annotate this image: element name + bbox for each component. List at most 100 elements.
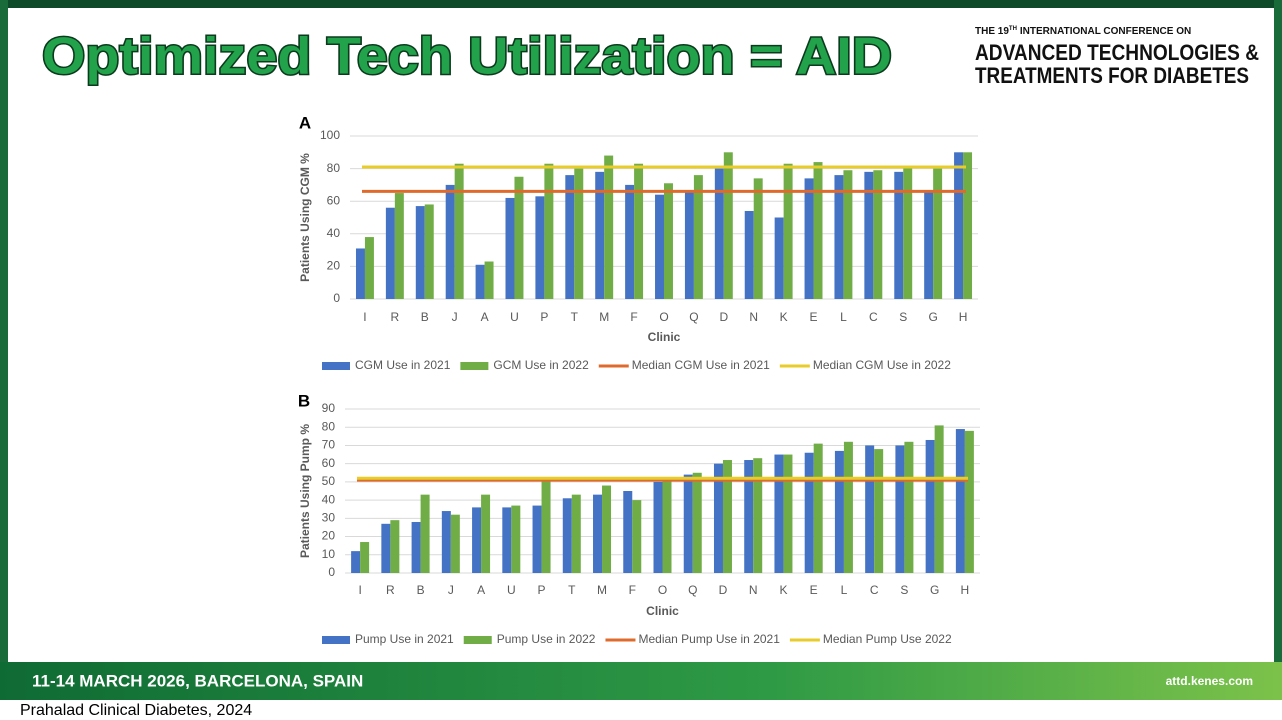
legend-swatch [463, 636, 492, 644]
x-tick-label: N [749, 310, 758, 324]
conference-name: ADVANCED TECHNOLOGIES & [975, 40, 1259, 65]
bar [351, 551, 361, 573]
bar [774, 217, 784, 299]
bar [541, 480, 551, 573]
bar [505, 197, 515, 299]
bar [653, 481, 663, 573]
bar [544, 163, 554, 299]
x-tick-label: U [510, 310, 519, 324]
panel-label: B [298, 391, 310, 410]
citation: Prahalad Clinical Diabetes, 2024 [20, 702, 252, 719]
bar [955, 429, 965, 573]
right-border [1274, 0, 1282, 662]
x-tick-label: U [507, 583, 516, 597]
footer-dates: 11-14 MARCH 2026, BARCELONA, SPAIN [32, 671, 363, 690]
x-tick-label: S [899, 310, 907, 324]
legend-label: GCM Use in 2022 [493, 358, 589, 372]
y-tick-label: 90 [322, 401, 336, 415]
bar [964, 430, 974, 573]
bar [813, 162, 823, 299]
x-tick-label: J [452, 310, 458, 324]
x-axis-label: Clinic [648, 330, 681, 344]
legend-swatch [460, 362, 489, 370]
bar [963, 152, 973, 299]
bar [783, 454, 793, 573]
bar [472, 507, 482, 573]
x-tick-label: E [810, 310, 818, 324]
bar [424, 204, 434, 299]
bar [415, 206, 425, 299]
legend-label: CGM Use in 2021 [355, 358, 451, 372]
y-tick-label: 80 [327, 161, 341, 175]
bar [360, 542, 370, 573]
bar [804, 178, 814, 299]
bar [894, 171, 904, 299]
y-tick-label: 70 [322, 438, 336, 452]
y-tick-label: 10 [322, 547, 336, 561]
x-tick-label: G [928, 310, 937, 324]
x-tick-label: H [961, 583, 970, 597]
bar [604, 155, 614, 299]
legend-label: Median CGM Use in 2021 [632, 358, 770, 372]
x-tick-label: L [841, 583, 848, 597]
legend-label: Median Pump Use 2022 [823, 632, 952, 646]
bar [684, 191, 694, 299]
x-tick-label: B [421, 310, 429, 324]
x-tick-label: R [391, 310, 400, 324]
bar [623, 491, 633, 573]
x-axis-label: Clinic [646, 604, 679, 618]
y-tick-label: 50 [322, 474, 336, 488]
x-tick-label: F [630, 310, 637, 324]
x-tick-label: O [659, 310, 668, 324]
footer-url: attd.kenes.com [1166, 674, 1253, 688]
y-tick-label: 40 [327, 226, 341, 240]
x-tick-label: M [599, 310, 609, 324]
y-tick-label: 60 [327, 193, 341, 207]
x-tick-label: P [540, 310, 548, 324]
bar [484, 261, 494, 299]
x-tick-label: R [386, 583, 395, 597]
bar [903, 166, 913, 299]
left-border [0, 0, 8, 662]
panel-label: A [299, 113, 311, 132]
bar [441, 511, 451, 573]
y-axis-label: Patients Using CGM % [298, 153, 312, 282]
bar [593, 494, 603, 573]
bar [925, 439, 935, 573]
x-tick-label: Q [688, 583, 697, 597]
legend-swatch [322, 636, 350, 644]
bar [532, 505, 542, 573]
bar [693, 175, 703, 299]
kicker-part: INTERNATIONAL CONFERENCE ON [1020, 26, 1191, 37]
x-tick-label: T [571, 310, 579, 324]
bar [804, 452, 814, 573]
bar [683, 474, 693, 573]
bar [934, 425, 944, 573]
bar [475, 264, 485, 299]
legend-label: Pump Use in 2021 [355, 632, 454, 646]
bar [744, 210, 754, 299]
bar [744, 460, 754, 573]
legend-label: Median Pump Use in 2021 [638, 632, 780, 646]
bar [753, 458, 763, 573]
bar [411, 521, 421, 573]
bar [634, 163, 644, 299]
bar [394, 193, 404, 299]
bar [692, 472, 702, 573]
bar [571, 494, 581, 573]
y-tick-label: 80 [322, 419, 336, 433]
bar [602, 485, 612, 573]
y-tick-label: 40 [322, 492, 336, 506]
bar [450, 514, 460, 573]
bar [574, 168, 584, 299]
bar [904, 441, 914, 573]
x-tick-label: I [363, 310, 366, 324]
bar [655, 194, 664, 299]
top-border [0, 0, 1282, 8]
x-tick-label: L [840, 310, 847, 324]
bar [723, 152, 733, 299]
x-tick-label: B [417, 583, 425, 597]
bar [834, 450, 844, 573]
bar [954, 152, 964, 299]
